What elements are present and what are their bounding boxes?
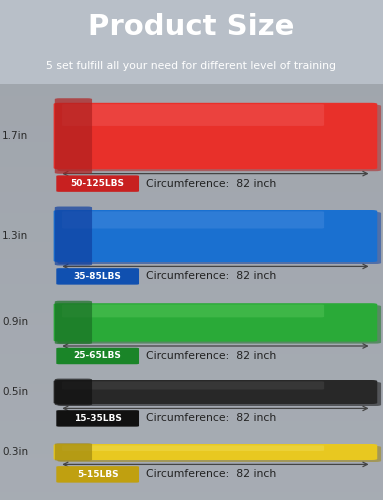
Text: 15-35LBS: 15-35LBS (74, 414, 122, 423)
Text: 35-85LBS: 35-85LBS (74, 272, 122, 281)
FancyBboxPatch shape (62, 104, 324, 126)
FancyBboxPatch shape (56, 348, 139, 364)
Text: 1.7in: 1.7in (2, 131, 28, 141)
Text: 50-125LBS: 50-125LBS (71, 179, 124, 188)
FancyBboxPatch shape (62, 212, 324, 228)
Text: 5-15LBS: 5-15LBS (77, 470, 118, 479)
Text: Circumference:  82 inch: Circumference: 82 inch (146, 272, 276, 281)
Text: Circumference:  82 inch: Circumference: 82 inch (146, 414, 276, 424)
Text: 25-65LBS: 25-65LBS (74, 352, 122, 360)
FancyBboxPatch shape (57, 212, 381, 264)
FancyBboxPatch shape (55, 98, 92, 174)
Text: Circumference:  82 inch: Circumference: 82 inch (146, 178, 276, 188)
FancyBboxPatch shape (56, 176, 139, 192)
FancyBboxPatch shape (57, 305, 381, 344)
FancyBboxPatch shape (62, 304, 324, 318)
Text: 0.5in: 0.5in (2, 387, 28, 397)
Text: 0.9in: 0.9in (2, 318, 28, 328)
FancyBboxPatch shape (62, 446, 324, 451)
Text: Product Size: Product Size (88, 13, 295, 41)
FancyBboxPatch shape (54, 103, 377, 169)
FancyBboxPatch shape (54, 380, 377, 404)
FancyBboxPatch shape (55, 443, 92, 461)
FancyBboxPatch shape (55, 378, 92, 406)
FancyBboxPatch shape (57, 446, 381, 462)
Text: 5 set fulfill all your need for different level of training: 5 set fulfill all your need for differen… (46, 60, 337, 70)
FancyBboxPatch shape (57, 382, 381, 406)
FancyBboxPatch shape (55, 300, 92, 344)
FancyBboxPatch shape (56, 410, 139, 426)
Text: 1.3in: 1.3in (2, 231, 28, 241)
Text: Circumference:  82 inch: Circumference: 82 inch (146, 351, 276, 361)
Text: Circumference:  82 inch: Circumference: 82 inch (146, 470, 276, 480)
FancyBboxPatch shape (62, 382, 324, 390)
FancyBboxPatch shape (54, 444, 377, 460)
Text: 0.3in: 0.3in (2, 447, 28, 457)
FancyBboxPatch shape (57, 105, 381, 171)
FancyBboxPatch shape (54, 210, 377, 262)
FancyBboxPatch shape (54, 303, 377, 342)
FancyBboxPatch shape (56, 466, 139, 482)
FancyBboxPatch shape (55, 206, 92, 266)
FancyBboxPatch shape (56, 268, 139, 284)
